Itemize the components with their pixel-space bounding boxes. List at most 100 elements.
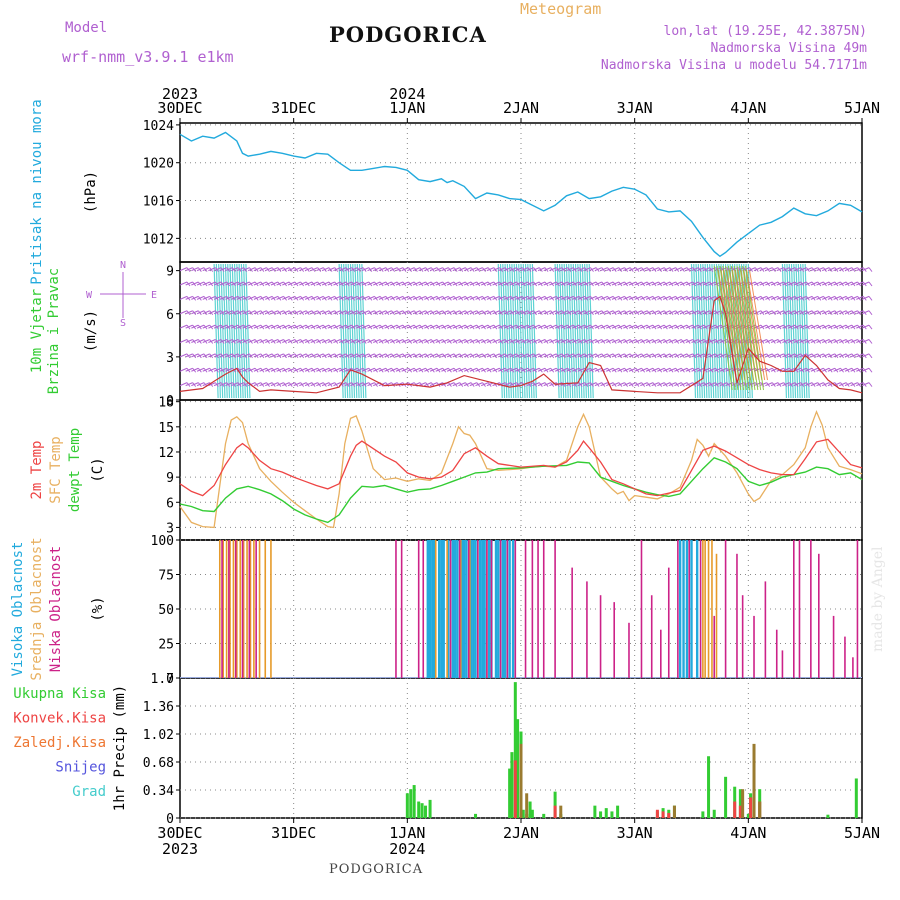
- wind-barb: [844, 382, 853, 387]
- wind-barb: [247, 281, 256, 286]
- wind-barb: [634, 353, 642, 358]
- wind-barb: [804, 310, 813, 315]
- precip-bar: [661, 811, 665, 818]
- wind-barb: [628, 338, 637, 344]
- wind-barb: [554, 267, 563, 272]
- wind-barb: [628, 310, 637, 315]
- wind-barb: [850, 367, 858, 372]
- wind-barb: [645, 382, 654, 387]
- wind-barb: [822, 353, 830, 358]
- wind-barb: [714, 382, 722, 387]
- wind-barb-band: [690, 263, 697, 399]
- wind-barb: [696, 324, 705, 329]
- wind-barb: [566, 295, 574, 300]
- wind-barb-band: [713, 263, 719, 399]
- wind-barb: [344, 310, 353, 315]
- wind-barb: [498, 295, 506, 300]
- temp-2m-line: [179, 438, 863, 497]
- wind-barb: [191, 281, 199, 286]
- wind-barb: [446, 338, 455, 344]
- wind-barb: [213, 310, 222, 315]
- wind-barb: [515, 338, 523, 344]
- wind-barb: [378, 367, 387, 372]
- wind-barb: [810, 295, 819, 300]
- wind-barb-band: [804, 263, 810, 399]
- wind-barb: [628, 367, 637, 372]
- wind-barb-strong: [743, 269, 763, 381]
- wind-barb: [378, 267, 387, 272]
- wind-barb-band: [784, 263, 790, 399]
- wind-barb-band: [240, 263, 246, 399]
- wind-barb: [327, 324, 335, 329]
- wind-barb: [373, 353, 381, 358]
- wind-barb: [861, 267, 870, 272]
- wind-barb: [787, 310, 796, 315]
- wind-barb: [640, 295, 648, 300]
- wind-barb: [407, 353, 415, 358]
- wind-barb: [594, 281, 603, 286]
- wind-barb: [537, 295, 546, 300]
- wind-barb: [509, 281, 517, 286]
- wind-barb: [577, 338, 586, 344]
- wind-barb: [861, 353, 870, 358]
- wind-barb-band: [238, 263, 244, 399]
- wind-barb: [424, 295, 432, 300]
- precip-bar: [508, 768, 512, 818]
- wind-barb: [827, 382, 836, 387]
- wind-barb: [265, 382, 273, 387]
- wind-barb: [600, 382, 608, 387]
- wind-barb: [623, 281, 631, 286]
- wind-barb: [588, 382, 597, 387]
- wind-barb: [679, 281, 688, 286]
- wind-barb: [384, 295, 392, 300]
- wind-barb: [810, 367, 819, 372]
- cloud-low-ylabel: Niska Oblacnost: [48, 546, 64, 672]
- wind-barb: [225, 267, 233, 272]
- wind-barb: [702, 310, 711, 315]
- wind-barb: [799, 382, 807, 387]
- wind-barb: [481, 353, 489, 358]
- wind-barb: [799, 338, 807, 344]
- wind-barb: [378, 295, 387, 300]
- wind-barb-strong: [744, 265, 764, 391]
- wind-barb: [509, 338, 517, 344]
- wind-barb: [844, 338, 853, 344]
- wind-barb: [276, 295, 284, 300]
- wind-barb: [776, 281, 784, 286]
- wind-barb: [350, 295, 358, 300]
- wind-barb: [759, 267, 767, 272]
- wind-barb-band: [572, 263, 578, 399]
- wind-barb: [822, 324, 830, 329]
- wind-barb: [247, 382, 256, 387]
- wind-barb: [492, 353, 500, 358]
- wind-barb: [299, 353, 307, 358]
- wind-barb: [543, 324, 551, 329]
- wind-barb: [481, 382, 489, 387]
- wind-barb: [276, 281, 284, 286]
- wind-barb: [424, 281, 432, 286]
- wind-barb: [816, 382, 824, 387]
- wind-barb: [418, 353, 426, 358]
- wind-barb: [253, 281, 262, 286]
- wind-barb: [225, 338, 233, 344]
- wind-barb: [674, 338, 682, 344]
- pressure-unit-label: (hPa): [83, 171, 99, 213]
- wind-barb: [588, 281, 597, 286]
- wind-barb: [537, 267, 546, 272]
- wind-barb: [560, 310, 568, 315]
- wind-barb: [770, 267, 779, 272]
- wind-barb-flag: [868, 339, 873, 344]
- wind-barb: [202, 295, 210, 300]
- wind-barb: [213, 295, 222, 300]
- wind-barb: [367, 382, 375, 387]
- wind-barb: [429, 267, 438, 272]
- wind-barb: [407, 324, 415, 329]
- wind-barb: [219, 324, 227, 329]
- wind-barb: [844, 310, 853, 315]
- wind-barb-flag: [868, 267, 873, 272]
- wind-barb: [804, 267, 813, 272]
- wind-barb: [606, 267, 614, 272]
- wind-barb: [304, 281, 313, 286]
- temperature-ytick-label: 15: [158, 421, 174, 436]
- precip-bar: [655, 809, 659, 818]
